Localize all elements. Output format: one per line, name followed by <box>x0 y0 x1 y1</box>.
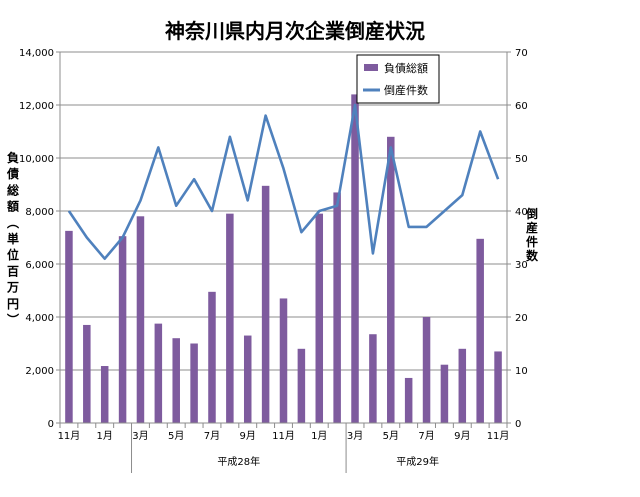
bar-series <box>65 94 502 424</box>
bar <box>297 348 306 423</box>
line-path <box>67 103 500 261</box>
y-tick-label: 2,000 <box>25 366 54 377</box>
bar <box>208 291 216 423</box>
x-axis-groups: 平成28年 平成29年 <box>131 428 439 473</box>
line-series <box>67 103 500 261</box>
legend: 負債総額 倒産件数 <box>356 54 440 104</box>
y-axis-label-char: 万 <box>6 281 19 295</box>
group-label: 平成28年 <box>217 455 260 468</box>
y2-tick-label: 70 <box>515 48 528 59</box>
y2-tick-label: 60 <box>515 101 528 112</box>
y-axis-label-char: 位 <box>7 247 19 262</box>
bar <box>387 136 395 424</box>
x-tick-label: 11月 <box>487 430 510 442</box>
y2-tick-label: 30 <box>515 260 528 271</box>
y-axis-label-char: 額 <box>6 199 19 214</box>
legend-swatch-bar <box>364 64 378 71</box>
bar <box>315 213 324 423</box>
y2-tick-label: 0 <box>515 419 521 430</box>
x-tick-label: 7月 <box>418 430 434 442</box>
legend-label-line: 倒産件数 <box>384 84 428 97</box>
y-axis-label-char: 総 <box>7 182 19 197</box>
bar <box>65 230 73 423</box>
chart-title: 神奈川県内月次企業倒産状況 <box>165 19 425 43</box>
bar <box>333 192 341 423</box>
bar <box>476 238 484 423</box>
x-tick-label: 9月 <box>240 430 256 442</box>
y-axis-ticks: 0 2,000 4,000 6,000 8,000 10,000 12,000 14,000 <box>19 48 60 430</box>
y2-tick-label: 20 <box>515 313 528 324</box>
bar <box>83 324 91 423</box>
x-tick-label: 1月 <box>311 430 327 442</box>
bar <box>440 364 449 423</box>
bar <box>172 338 180 423</box>
y-axis-label-char: 円 <box>7 297 19 311</box>
y-tick-label: 8,000 <box>25 207 54 218</box>
bar <box>422 317 431 423</box>
y2-tick-label: 10 <box>515 366 528 377</box>
y-axis-label-char: 負 <box>7 150 19 165</box>
y-tick-label: 14,000 <box>19 48 54 59</box>
y2-axis-label-char: 件 <box>526 234 538 249</box>
x-tick-label: 7月 <box>204 430 220 442</box>
legend-box <box>356 54 440 104</box>
bar <box>190 343 198 423</box>
bar <box>404 377 413 423</box>
y2-axis-label-char: 数 <box>526 248 539 263</box>
y2-tick-label: 40 <box>515 207 528 218</box>
y-axis-label-char: 百 <box>7 264 19 278</box>
bar <box>243 335 252 423</box>
y-axis-label-char: 債 <box>6 166 19 181</box>
x-tick-label: 11月 <box>58 430 81 442</box>
y2-axis-ticks: 0 10 20 30 40 50 60 70 <box>507 48 528 430</box>
x-tick-label: 1月 <box>97 430 113 442</box>
bar <box>154 323 163 423</box>
x-tick-label: 3月 <box>132 430 148 442</box>
bar <box>351 94 359 424</box>
y-tick-label: 4,000 <box>25 313 54 324</box>
x-tick-label: 11月 <box>272 430 295 442</box>
bar <box>369 334 377 423</box>
axes <box>59 52 508 424</box>
bar <box>136 216 145 423</box>
y-axis-label-char: ︵ <box>6 216 20 230</box>
legend-label-bar: 負債総額 <box>384 61 428 75</box>
bar <box>494 351 502 423</box>
bar <box>261 185 270 423</box>
y2-tick-label: 50 <box>515 154 528 165</box>
y-tick-label: 6,000 <box>25 260 54 271</box>
y-tick-label: 10,000 <box>19 154 54 165</box>
x-tick-label: 9月 <box>454 430 470 442</box>
bar <box>458 348 467 423</box>
x-tick-label: 5月 <box>383 430 399 442</box>
y2-axis-label-char: 倒 <box>525 206 538 221</box>
y-tick-label: 12,000 <box>19 101 54 112</box>
group-label: 平成29年 <box>396 455 439 468</box>
y-axis-label-char: 単 <box>7 231 19 246</box>
x-axis-ticks: 11月 1月 3月 5月 7月 9月 11月 1月 3月 5月 7月 9月 11月 <box>58 423 510 442</box>
y2-axis-label: 倒産件数 <box>525 206 539 263</box>
bar <box>279 298 288 423</box>
y-tick-label: 0 <box>48 419 54 430</box>
bar <box>226 213 234 423</box>
bar <box>100 366 109 423</box>
y-axis-label-char: ︶ <box>6 312 20 327</box>
x-tick-label: 5月 <box>168 430 184 442</box>
y2-axis-label-char: 産 <box>526 220 538 235</box>
bar <box>118 236 127 423</box>
x-tick-label: 3月 <box>347 430 363 442</box>
